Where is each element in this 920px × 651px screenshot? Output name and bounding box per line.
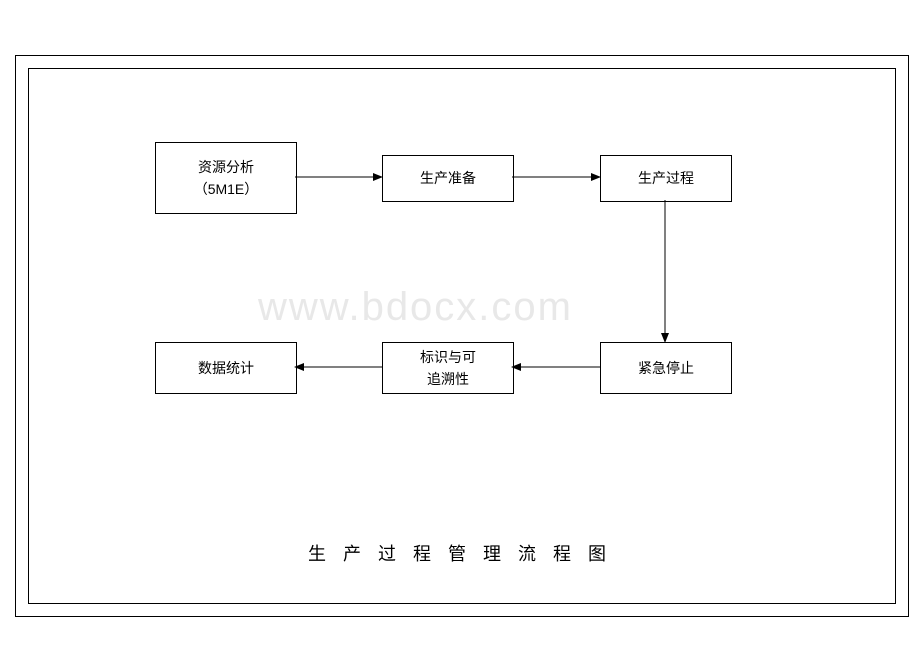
page-container: www.bdocx.com 资源分析 （5M1E） 生产准备 生产过程 紧急停止… <box>0 0 920 651</box>
node-resource-analysis: 资源分析 （5M1E） <box>155 142 297 214</box>
node-label: 生产准备 <box>420 167 476 189</box>
node-label: 追溯性 <box>420 368 476 390</box>
diagram-title: 生 产 过 程 管 理 流 程 图 <box>0 540 920 566</box>
node-label: 资源分析 <box>194 156 259 178</box>
node-label: 紧急停止 <box>638 357 694 379</box>
node-label: （5M1E） <box>194 178 259 200</box>
node-label: 标识与可 <box>420 346 476 368</box>
node-production-prep: 生产准备 <box>382 155 514 202</box>
node-production-process: 生产过程 <box>600 155 732 202</box>
node-emergency-stop: 紧急停止 <box>600 342 732 394</box>
node-traceability: 标识与可 追溯性 <box>382 342 514 394</box>
node-data-statistics: 数据统计 <box>155 342 297 394</box>
node-label: 数据统计 <box>198 357 254 379</box>
node-label: 生产过程 <box>638 167 694 189</box>
